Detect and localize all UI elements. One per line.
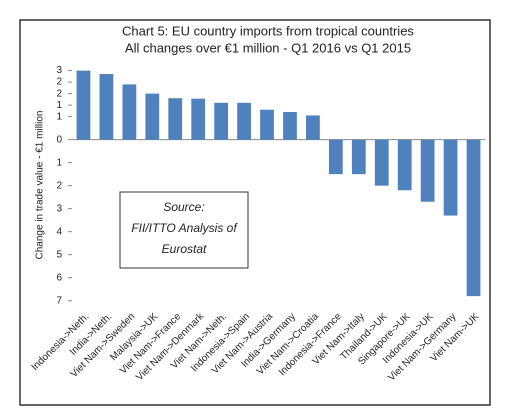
y-tick-label: 0 [56, 134, 62, 145]
bar [122, 84, 137, 140]
bar [168, 98, 183, 140]
annotation-box [119, 191, 249, 269]
bar [76, 70, 91, 140]
bar [237, 102, 251, 140]
chart-title: Chart 5: EU country imports from tropica… [122, 23, 414, 38]
bar [351, 139, 366, 175]
bar [466, 139, 481, 297]
bar [420, 139, 435, 202]
y-axis-label: Change in trade value - €1 million [35, 111, 46, 260]
y-tick-label: 4 [56, 226, 62, 237]
y-tick-label: 2 [56, 88, 62, 99]
y-tick-label: 2 [56, 77, 62, 88]
y-tick-label: 2 [56, 180, 62, 191]
annotation: Eurostat [162, 242, 207, 256]
y-tick-label: 6 [56, 272, 62, 283]
y-tick-label: 3 [56, 203, 62, 214]
bar [191, 98, 206, 140]
bar [99, 74, 114, 140]
bar [283, 112, 297, 140]
annotation: FII/ITTO Analysis of [131, 221, 238, 235]
y-tick-label: 1 [56, 100, 62, 111]
bar [260, 109, 274, 140]
bar [214, 102, 229, 140]
annotation: Source: [163, 200, 204, 214]
y-tick-label: 3 [56, 65, 62, 76]
y-tick-label: 1 [56, 157, 62, 168]
bar [145, 93, 160, 140]
chart-subtitle: All changes over €1 million - Q1 2016 vs… [125, 40, 411, 55]
y-tick-label: 1 [56, 111, 62, 122]
chart-border [19, 19, 491, 406]
y-tick-label: 5 [56, 249, 62, 260]
bar [397, 139, 412, 191]
bar [328, 139, 343, 175]
bar [306, 115, 320, 140]
y-tick-label: 7 [56, 295, 62, 306]
bar [443, 139, 458, 216]
bar [374, 139, 389, 186]
